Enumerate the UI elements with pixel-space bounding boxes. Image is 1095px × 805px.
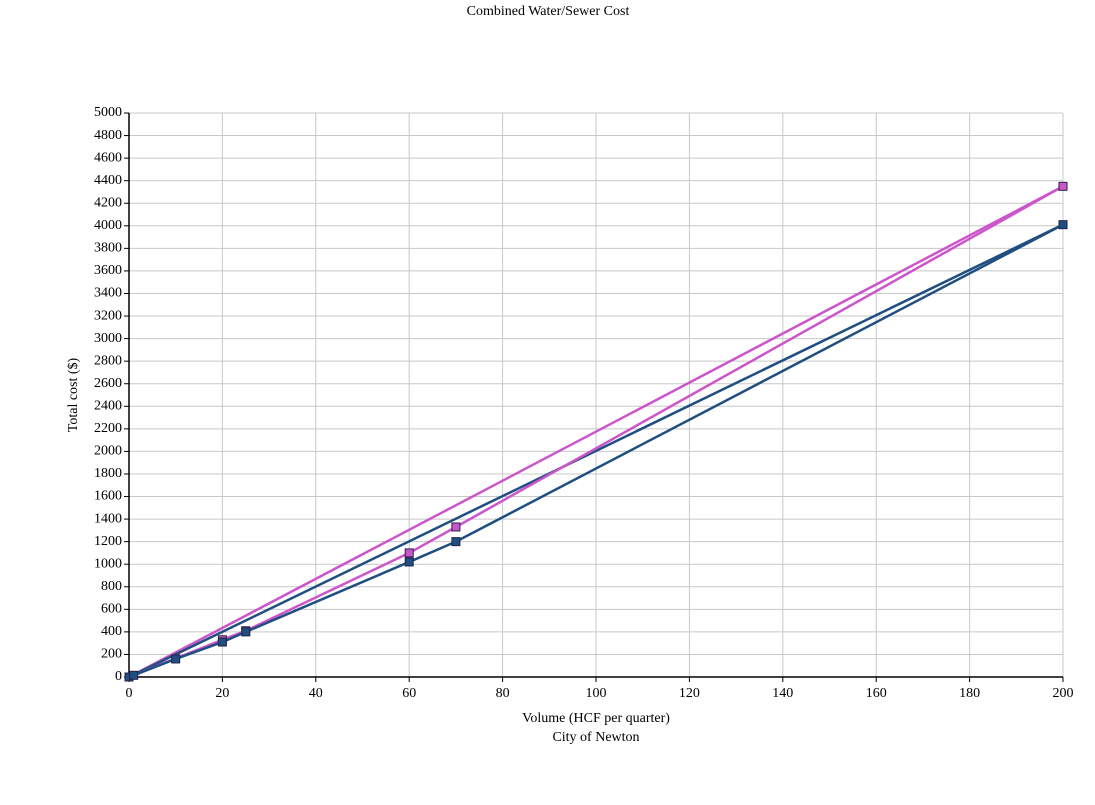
y-tick-label: 2000 xyxy=(94,444,122,459)
point-marker xyxy=(404,548,414,558)
x-tick-label: 140 xyxy=(772,686,793,701)
point-marker xyxy=(241,627,251,637)
y-tick-label: 2800 xyxy=(94,353,122,368)
y-tick-label: 3800 xyxy=(94,241,122,256)
x-tick-label: 40 xyxy=(309,686,323,701)
y-tick-label: 5000 xyxy=(94,105,122,120)
y-tick-label: 3200 xyxy=(94,308,122,323)
y-tick-label: 400 xyxy=(101,624,122,639)
point-marker xyxy=(451,537,461,547)
y-tick-label: 4400 xyxy=(94,173,122,188)
y-tick-label: 4600 xyxy=(94,150,122,165)
y-tick-label: 2200 xyxy=(94,421,122,436)
x-tick-label: 200 xyxy=(1053,686,1074,701)
x-tick-label: 160 xyxy=(866,686,887,701)
series-line xyxy=(128,185,1064,679)
point-marker xyxy=(1058,181,1068,191)
series-line xyxy=(128,223,1064,679)
y-tick-label: 3000 xyxy=(94,331,122,346)
point-marker xyxy=(217,637,227,647)
y-tick-label: 2600 xyxy=(94,376,122,391)
y-tick-label: 1000 xyxy=(94,556,122,571)
y-tick-label: 4200 xyxy=(94,195,122,210)
y-tick-label: 4800 xyxy=(94,128,122,143)
point-marker xyxy=(1058,220,1068,230)
x-tick-label: 180 xyxy=(959,686,980,701)
point-marker xyxy=(404,557,414,567)
point-marker xyxy=(171,654,181,664)
y-tick-label: 3400 xyxy=(94,286,122,301)
series-line xyxy=(128,223,1064,679)
y-tick-label: 3600 xyxy=(94,263,122,278)
y-tick-label: 0 xyxy=(115,669,122,684)
x-tick-label: 20 xyxy=(215,686,229,701)
source-note: City of Newton xyxy=(552,730,639,745)
x-tick-label: 100 xyxy=(586,686,607,701)
y-tick-label: 200 xyxy=(101,647,122,662)
x-tick-label: 80 xyxy=(496,686,510,701)
series-line xyxy=(128,185,1064,679)
y-axis-title: Total cost ($) xyxy=(66,357,81,432)
y-tick-label: 2400 xyxy=(94,398,122,413)
y-tick-label: 1600 xyxy=(94,489,122,504)
y-tick-label: 4000 xyxy=(94,218,122,233)
y-tick-label: 600 xyxy=(101,602,122,617)
x-tick-label: 0 xyxy=(126,686,133,701)
x-tick-label: 120 xyxy=(679,686,700,701)
y-tick-label: 1200 xyxy=(94,534,122,549)
chart-title: Combined Water/Sewer Cost xyxy=(467,4,630,19)
point-marker xyxy=(451,522,461,532)
point-marker xyxy=(129,670,139,680)
y-tick-label: 1400 xyxy=(94,511,122,526)
y-tick-label: 800 xyxy=(101,579,122,594)
x-tick-label: 60 xyxy=(402,686,416,701)
x-axis-title: Volume (HCF per quarter) xyxy=(522,711,670,726)
y-tick-label: 1800 xyxy=(94,466,122,481)
